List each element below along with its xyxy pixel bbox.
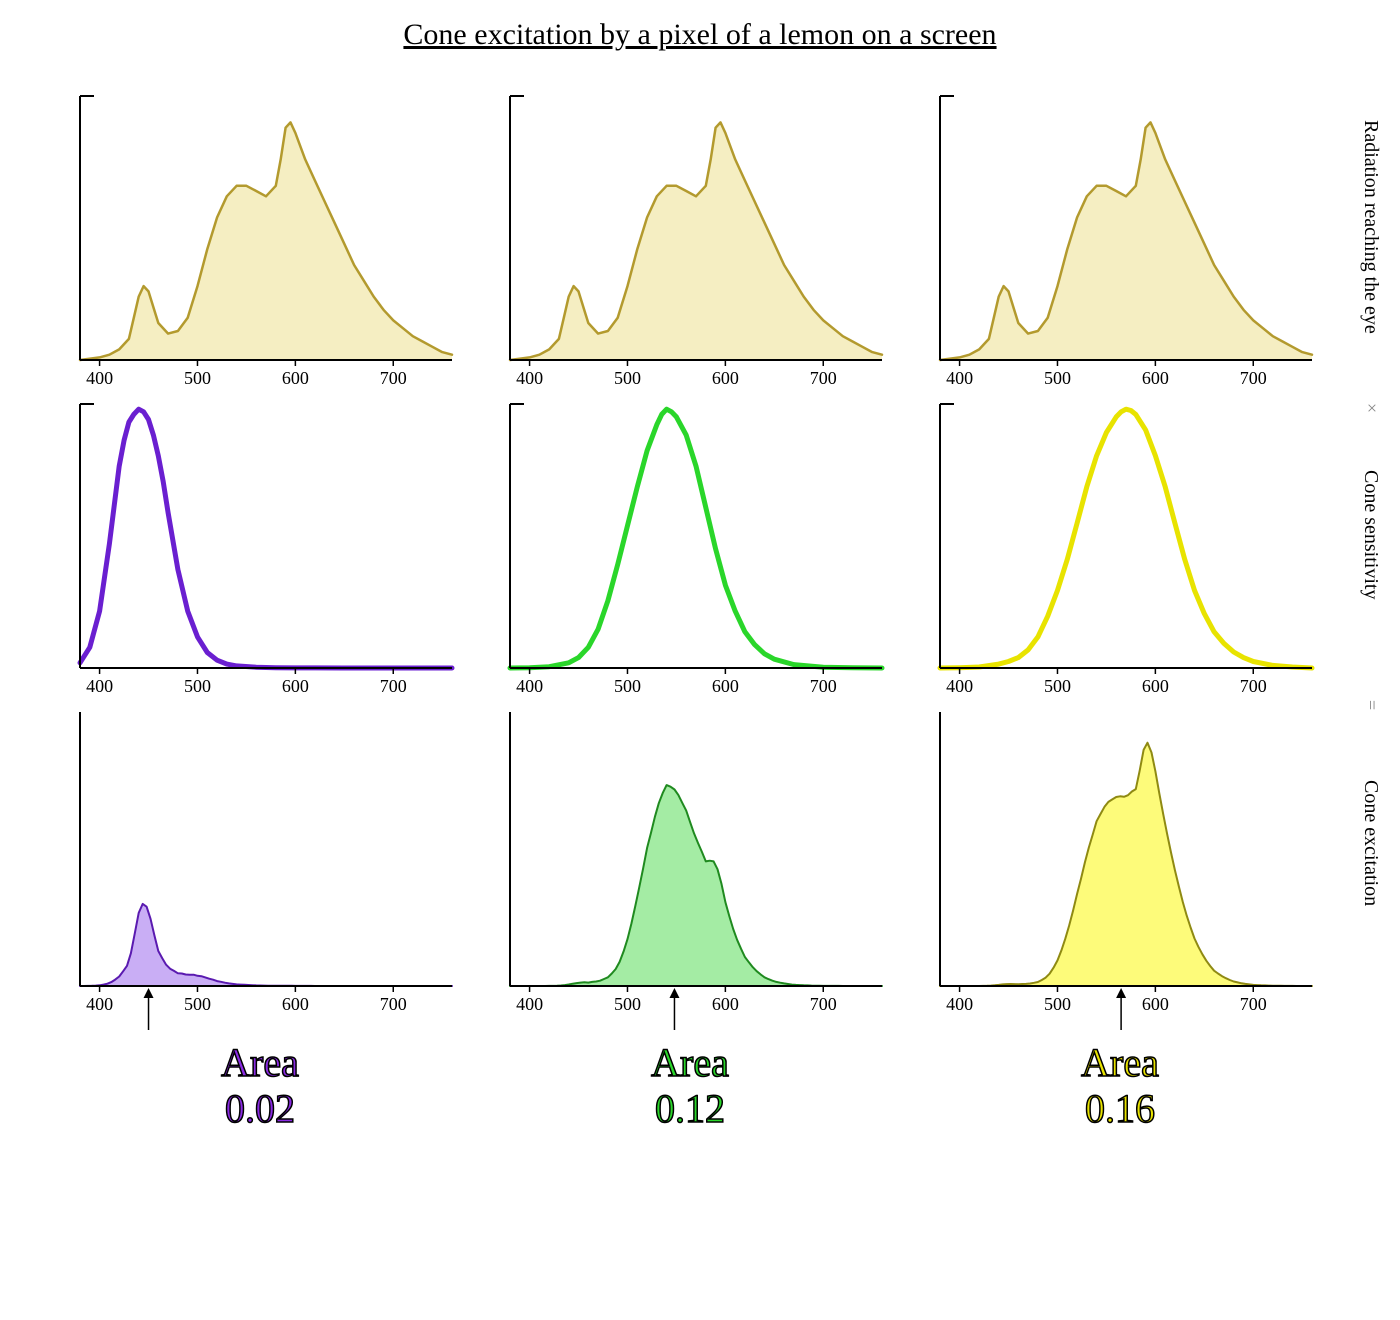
svg-text:500: 500 bbox=[184, 994, 211, 1014]
chart-grid: 400 500 600 700 400 500 600 700 400 500 600 700 4… bbox=[60, 90, 1320, 1140]
chart-svg: 400 500 600 700 bbox=[920, 90, 1320, 390]
cell-cone-2: 400 500 600 700 bbox=[920, 398, 1320, 698]
area-label-2: Area0.16 bbox=[920, 1040, 1320, 1132]
row-sensitivity: 400 500 600 700 400 500 600 700 400 500 600 700 bbox=[60, 398, 1320, 698]
chart-svg: 400 500 600 700 bbox=[60, 398, 460, 698]
chart-svg: 400 500 600 700 bbox=[490, 90, 890, 390]
svg-text:400: 400 bbox=[516, 368, 543, 388]
svg-text:500: 500 bbox=[1044, 368, 1071, 388]
area-label-0: Area0.02 bbox=[60, 1040, 460, 1132]
cell-cone-0: 400 500 600 700 bbox=[60, 398, 460, 698]
svg-text:500: 500 bbox=[1044, 994, 1071, 1014]
cell-product-2: 400 500 600 700 Area0.16 bbox=[920, 706, 1320, 1132]
svg-text:700: 700 bbox=[380, 368, 407, 388]
svg-text:600: 600 bbox=[1142, 676, 1169, 696]
svg-text:700: 700 bbox=[380, 994, 407, 1014]
svg-text:700: 700 bbox=[1240, 368, 1267, 388]
chart-svg: 400 500 600 700 bbox=[920, 398, 1320, 698]
row-radiation: 400 500 600 700 400 500 600 700 400 500 600 700 bbox=[60, 90, 1320, 390]
chart-svg: 400 500 600 700 bbox=[60, 706, 460, 1036]
svg-text:700: 700 bbox=[1240, 676, 1267, 696]
svg-text:400: 400 bbox=[946, 368, 973, 388]
chart-svg: 400 500 600 700 bbox=[60, 90, 460, 390]
svg-text:600: 600 bbox=[282, 368, 309, 388]
cell-radiation-1: 400 500 600 700 bbox=[490, 90, 890, 390]
svg-text:600: 600 bbox=[1142, 994, 1169, 1014]
svg-text:400: 400 bbox=[86, 368, 113, 388]
svg-text:700: 700 bbox=[810, 994, 837, 1014]
cell-cone-1: 400 500 600 700 bbox=[490, 398, 890, 698]
svg-text:500: 500 bbox=[1044, 676, 1071, 696]
svg-text:700: 700 bbox=[810, 676, 837, 696]
svg-text:500: 500 bbox=[184, 368, 211, 388]
row-excitation: 400 500 600 700 Area0.02 400 500 600 700 Area0… bbox=[60, 706, 1320, 1132]
svg-text:600: 600 bbox=[282, 994, 309, 1014]
cell-radiation-2: 400 500 600 700 bbox=[920, 90, 1320, 390]
svg-text:500: 500 bbox=[614, 994, 641, 1014]
svg-text:700: 700 bbox=[810, 368, 837, 388]
cell-radiation-0: 400 500 600 700 bbox=[60, 90, 460, 390]
svg-text:700: 700 bbox=[1240, 994, 1267, 1014]
svg-text:600: 600 bbox=[1142, 368, 1169, 388]
svg-text:600: 600 bbox=[712, 676, 739, 696]
chart-svg: 400 500 600 700 bbox=[490, 398, 890, 698]
row-label-radiation: Radiation reaching the eye bbox=[1359, 120, 1382, 334]
page-title: Cone excitation by a pixel of a lemon on… bbox=[0, 0, 1400, 62]
svg-text:400: 400 bbox=[946, 676, 973, 696]
chart-svg: 400 500 600 700 bbox=[490, 706, 890, 1036]
svg-text:400: 400 bbox=[86, 676, 113, 696]
chart-svg: 400 500 600 700 bbox=[920, 706, 1320, 1036]
svg-text:500: 500 bbox=[184, 676, 211, 696]
cell-product-0: 400 500 600 700 Area0.02 bbox=[60, 706, 460, 1132]
svg-text:700: 700 bbox=[380, 676, 407, 696]
svg-text:500: 500 bbox=[614, 368, 641, 388]
svg-text:400: 400 bbox=[946, 994, 973, 1014]
svg-text:400: 400 bbox=[86, 994, 113, 1014]
svg-text:600: 600 bbox=[712, 368, 739, 388]
row-label-excitation: Cone excitation bbox=[1359, 780, 1382, 906]
operator-multiply: × bbox=[1361, 398, 1382, 418]
area-label-1: Area0.12 bbox=[490, 1040, 890, 1132]
operator-equals: = bbox=[1361, 700, 1382, 710]
svg-text:400: 400 bbox=[516, 676, 543, 696]
svg-text:500: 500 bbox=[614, 676, 641, 696]
row-label-sensitivity: Cone sensitivity bbox=[1359, 470, 1382, 599]
cell-product-1: 400 500 600 700 Area0.12 bbox=[490, 706, 890, 1132]
svg-text:600: 600 bbox=[282, 676, 309, 696]
svg-text:600: 600 bbox=[712, 994, 739, 1014]
svg-text:400: 400 bbox=[516, 994, 543, 1014]
